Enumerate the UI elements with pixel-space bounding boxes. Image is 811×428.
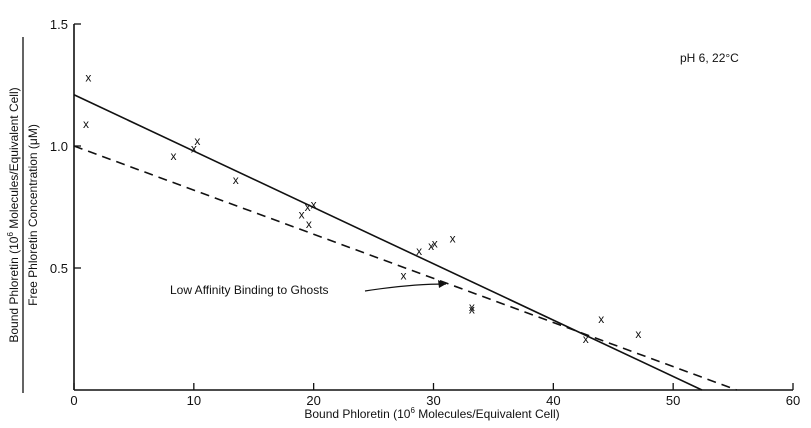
conditions-annotation: pH 6, 22°C bbox=[680, 51, 739, 65]
y-tick-label: 0.5 bbox=[50, 261, 68, 276]
data-point: x bbox=[635, 327, 641, 341]
data-point: x bbox=[306, 217, 312, 231]
y-tick-label: 1.5 bbox=[50, 17, 68, 32]
data-point: x bbox=[191, 141, 197, 155]
x-tick-label: 40 bbox=[546, 393, 560, 408]
data-point: x bbox=[450, 232, 456, 246]
annotation-arrow bbox=[364, 283, 447, 292]
dashed-fit-line bbox=[73, 145, 737, 391]
y-tick-label: 1.0 bbox=[50, 139, 68, 154]
x-tick-label: 10 bbox=[187, 393, 201, 408]
data-point: x bbox=[305, 200, 311, 214]
dashed-line-annotation: Low Affinity Binding to Ghosts bbox=[170, 283, 329, 297]
y-axis-title: Bound Phloretin (106 Molecules/Equivalen… bbox=[6, 37, 40, 393]
data-point: x bbox=[469, 302, 475, 316]
fit-lines bbox=[73, 94, 737, 391]
data-point: x bbox=[170, 149, 176, 163]
data-point: x bbox=[194, 134, 200, 148]
tick-labels: 0 10 20 30 40 50 60 0.5 1.0 1.5 bbox=[50, 17, 800, 408]
data-point: x bbox=[85, 71, 91, 85]
data-point: x bbox=[401, 268, 407, 282]
data-point: x bbox=[299, 207, 305, 221]
x-tick-label: 0 bbox=[70, 393, 77, 408]
data-point: x bbox=[311, 198, 317, 212]
ticks bbox=[73, 23, 794, 390]
data-point: x bbox=[432, 237, 438, 251]
svg-text:Bound Phloretin (106 Molecules: Bound Phloretin (106 Molecules/Equivalen… bbox=[6, 87, 21, 342]
data-point: x bbox=[583, 332, 589, 346]
data-point: x bbox=[233, 173, 239, 187]
data-point: x bbox=[428, 239, 434, 253]
x-tick-label: 60 bbox=[786, 393, 800, 408]
x-tick-label: 50 bbox=[666, 393, 680, 408]
data-point: x bbox=[469, 300, 475, 314]
axes bbox=[73, 24, 793, 391]
data-point: x bbox=[83, 117, 89, 131]
x-tick-label: 20 bbox=[306, 393, 320, 408]
x-tick-label: 30 bbox=[426, 393, 440, 408]
data-point: x bbox=[416, 244, 422, 258]
annotation-arrowhead bbox=[438, 280, 446, 288]
solid-fit-line bbox=[73, 94, 703, 391]
y-axis-title-denominator: Free Phloretin Concentration (μM) bbox=[26, 124, 40, 306]
x-axis-title: Bound Phloretin (106 Molecules/Equivalen… bbox=[304, 406, 559, 421]
data-point: x bbox=[598, 312, 604, 326]
